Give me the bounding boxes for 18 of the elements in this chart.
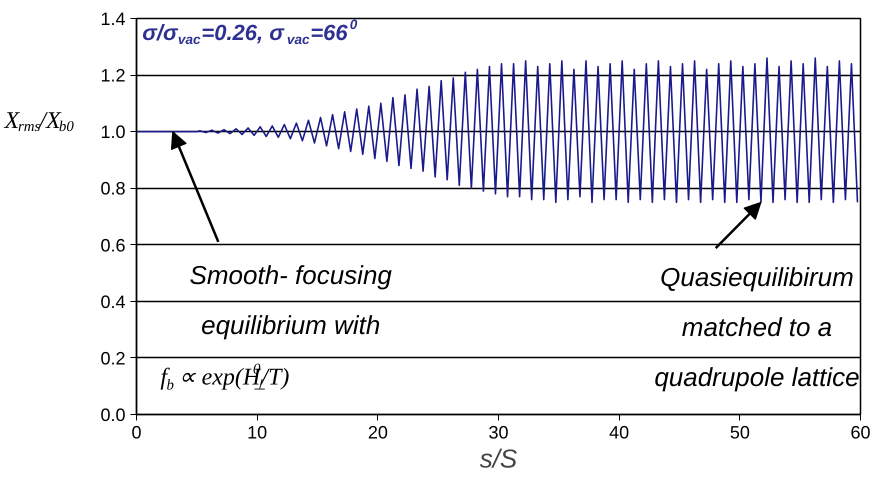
y-tick-label: 0.6 <box>100 235 126 256</box>
annotation: Smooth- focusing equilibrium with <box>190 260 392 340</box>
y-tick-label: 1.2 <box>100 66 126 86</box>
y-tick-label: 0.8 <box>100 178 126 199</box>
y-tick-label: 1.0 <box>100 122 126 142</box>
x-tick-label: 40 <box>609 422 630 442</box>
y-tick-label: 0.4 <box>100 292 126 312</box>
y-tick-label: 0.2 <box>100 348 126 368</box>
x-tick-label: 20 <box>368 422 388 442</box>
x-tick-label: 10 <box>247 422 268 442</box>
x-axis-title: s/S <box>480 444 518 474</box>
y-tick-label: 0.0 <box>100 405 126 425</box>
x-tick-label: 30 <box>488 422 509 442</box>
annotation: Quasiequilibirum matched to a quadrupole lattice <box>654 262 860 392</box>
x-tick-label: 50 <box>730 422 750 442</box>
y-tick-label: 1.4 <box>100 9 126 29</box>
x-tick-label: 0 <box>131 422 142 442</box>
x-tick-label: 60 <box>850 422 871 442</box>
